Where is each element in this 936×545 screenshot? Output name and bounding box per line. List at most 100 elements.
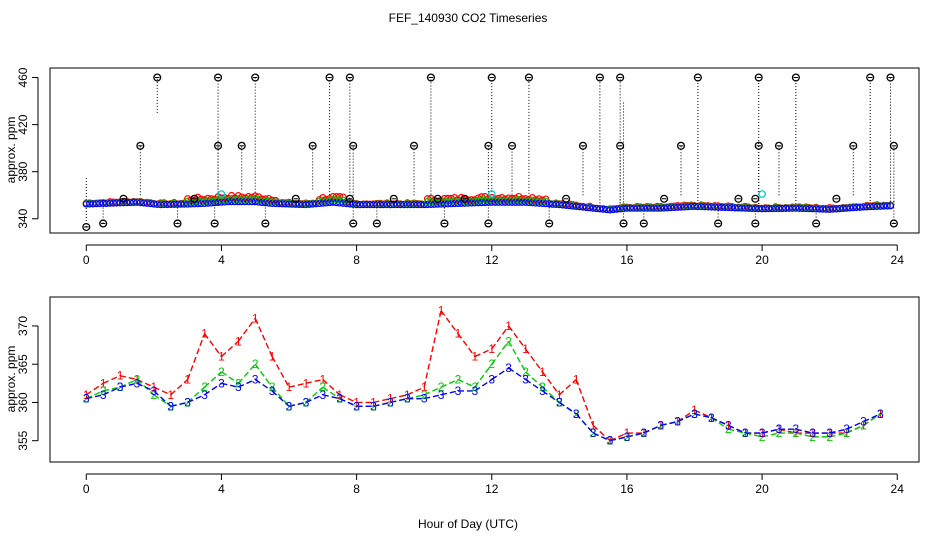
series-2-point: 2 xyxy=(522,365,529,379)
black-marker xyxy=(345,194,354,203)
series-3-point xyxy=(714,203,722,211)
series-3-point: 3 xyxy=(860,415,867,429)
series-3-point xyxy=(582,203,590,212)
series-2-point: 2 xyxy=(590,426,597,440)
series-3-point xyxy=(721,203,729,212)
series-3-point: 3 xyxy=(742,426,749,440)
series-3-point xyxy=(380,201,388,209)
series-3-point xyxy=(883,202,891,210)
series-2-point: 2 xyxy=(134,373,141,387)
series-3-point xyxy=(359,201,367,209)
series-1-segment xyxy=(119,374,138,381)
series-1-segment xyxy=(457,333,476,357)
series-2-point: 2 xyxy=(218,365,225,379)
series-3-point xyxy=(640,204,648,212)
series-3-point: 3 xyxy=(404,392,411,406)
series-3-point xyxy=(559,201,567,209)
series-1-point: 1 xyxy=(353,395,360,409)
series-1-point: 1 xyxy=(455,327,462,341)
series-1-segment xyxy=(102,375,121,384)
series-3-point xyxy=(880,202,888,210)
series-3-point xyxy=(102,199,111,207)
series-3-point xyxy=(153,200,161,208)
series-3-point xyxy=(778,204,786,213)
series-1-point: 1 xyxy=(100,376,107,390)
series-3-point: 3 xyxy=(100,388,107,402)
series-3-point: 3 xyxy=(657,418,664,432)
series-3-point xyxy=(302,201,310,209)
black-marker xyxy=(484,219,493,228)
series-3-segment xyxy=(187,394,205,404)
series-3-point xyxy=(886,202,895,210)
series-3-segment xyxy=(829,428,847,434)
series-3-point xyxy=(572,202,580,211)
series-1-point: 1 xyxy=(336,388,343,402)
series-2-point: 2 xyxy=(404,392,411,406)
series-2-point: 2 xyxy=(455,373,462,387)
x-tick-label: 4 xyxy=(218,482,225,496)
series-2-point: 2 xyxy=(624,430,631,444)
series-2-segment xyxy=(237,363,256,384)
series-3-point xyxy=(92,200,101,208)
series-3-point xyxy=(129,198,138,207)
black-marker xyxy=(190,194,199,203)
top-y-axis-label: approx. ppm xyxy=(4,117,18,184)
black-marker xyxy=(119,194,128,203)
series-3-point: 3 xyxy=(843,422,850,436)
series-2-point: 2 xyxy=(640,426,647,440)
series-3-point: 3 xyxy=(877,407,884,421)
series-3-segment xyxy=(86,394,104,400)
x-tick-label: 24 xyxy=(891,253,905,267)
bottom-y-axis: 355 360 365 370 xyxy=(16,316,39,451)
black-marker xyxy=(886,73,895,82)
series-3-point xyxy=(352,201,361,209)
x-tick-label: 8 xyxy=(353,482,360,496)
series-3-point xyxy=(826,205,834,213)
series-3-point: 3 xyxy=(269,384,276,398)
series-3-point xyxy=(579,203,587,211)
series-1-point: 1 xyxy=(877,407,884,421)
series-3-point: 3 xyxy=(725,418,732,432)
series-2-point: 2 xyxy=(83,392,90,406)
series-3-point xyxy=(653,204,661,212)
series-3-point: 3 xyxy=(370,399,377,413)
series-3-point xyxy=(832,205,841,213)
series-1-point: 1 xyxy=(303,376,310,390)
series-3-point: 3 xyxy=(472,384,479,398)
series-2-point: 2 xyxy=(438,380,445,394)
black-marker xyxy=(82,222,91,232)
series-3-point xyxy=(298,200,307,209)
series-3-point xyxy=(545,200,553,208)
black-marker xyxy=(291,194,300,203)
series-1-point: 1 xyxy=(674,415,681,429)
series-3-segment xyxy=(322,394,340,400)
series-3-point xyxy=(839,204,847,213)
black-marker xyxy=(426,73,435,82)
series-1-segment xyxy=(305,378,323,385)
series-3-point xyxy=(542,200,550,208)
series-2-point: 2 xyxy=(877,407,884,421)
bottom-y-axis-label: approx. ppm xyxy=(4,346,18,413)
series-3-point xyxy=(363,201,371,209)
series-3-point xyxy=(849,204,857,212)
series-3-point xyxy=(842,204,851,212)
series-3-point xyxy=(99,199,107,208)
series-3-point xyxy=(657,204,665,212)
y-tick-label: 380 xyxy=(16,161,30,181)
series-2-point: 2 xyxy=(201,380,208,394)
series-3-point xyxy=(704,203,712,211)
black-marker xyxy=(349,219,358,228)
series-3-segment xyxy=(694,413,712,419)
series-3-point: 3 xyxy=(640,426,647,440)
series-1-segment xyxy=(237,317,256,342)
series-3-point xyxy=(305,200,313,208)
series-3-point xyxy=(663,204,672,212)
series-3-point xyxy=(403,201,411,209)
series-3-point xyxy=(758,205,766,213)
top-plot-data xyxy=(82,73,898,232)
series-3-segment xyxy=(575,413,594,434)
series-3-point xyxy=(761,205,770,213)
series-2-point: 2 xyxy=(303,395,310,409)
series-1-point: 1 xyxy=(522,342,529,356)
series-1-segment xyxy=(423,310,442,388)
